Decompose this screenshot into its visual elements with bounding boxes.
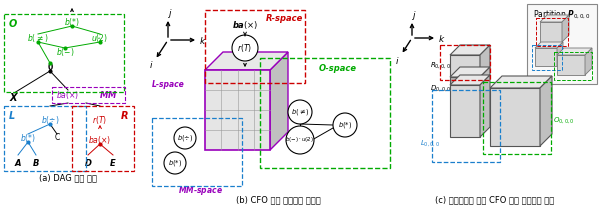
Polygon shape — [450, 45, 490, 55]
Text: C: C — [55, 134, 59, 143]
Text: $\boldsymbol{X}$: $\boldsymbol{X}$ — [9, 91, 19, 103]
Text: $\boldsymbol{E}$: $\boldsymbol{E}$ — [109, 157, 117, 167]
Text: $i$: $i$ — [149, 60, 153, 71]
Text: $u(\hat{}2)$: $u(\hat{}2)$ — [91, 32, 109, 44]
Circle shape — [288, 100, 312, 124]
Text: $\boldsymbol{D}$: $\boldsymbol{D}$ — [84, 157, 92, 167]
Polygon shape — [480, 67, 490, 85]
Text: $r(T)$: $r(T)$ — [238, 42, 253, 54]
Text: $k$: $k$ — [199, 34, 207, 46]
Text: $b(*)$: $b(*)$ — [64, 16, 80, 28]
Bar — [532, 45, 562, 70]
Circle shape — [174, 127, 196, 149]
Polygon shape — [450, 75, 490, 85]
Bar — [260, 58, 390, 168]
Polygon shape — [557, 42, 563, 66]
Polygon shape — [480, 75, 490, 137]
Polygon shape — [557, 48, 592, 55]
Text: $R_{0,0,0}$: $R_{0,0,0}$ — [430, 60, 451, 70]
Text: $\boldsymbol{MM}$: $\boldsymbol{MM}$ — [99, 89, 117, 100]
Text: $\boldsymbol{ba}(\times)$: $\boldsymbol{ba}(\times)$ — [232, 19, 258, 31]
Bar — [432, 90, 500, 162]
Polygon shape — [540, 15, 569, 22]
Text: (b) CFO 융합 연산자의 시각화: (b) CFO 융합 연산자의 시각화 — [236, 195, 320, 204]
Text: $r(T)$: $r(T)$ — [92, 114, 107, 126]
Polygon shape — [535, 42, 563, 48]
Circle shape — [286, 126, 314, 154]
Text: $b(*)$: $b(*)$ — [20, 132, 36, 144]
Text: L-space: L-space — [152, 80, 185, 89]
Text: $j$: $j$ — [167, 6, 173, 20]
Bar — [72, 106, 134, 171]
Circle shape — [232, 35, 258, 61]
Bar — [536, 18, 568, 46]
Text: $L_{0,0,0}$: $L_{0,0,0}$ — [420, 138, 440, 148]
Bar — [205, 70, 270, 150]
Text: Partition $\boldsymbol{P}_{0,0,0}$: Partition $\boldsymbol{P}_{0,0,0}$ — [533, 9, 591, 21]
Polygon shape — [562, 15, 569, 42]
Bar — [540, 22, 562, 42]
Text: $b(\neq)$: $b(\neq)$ — [290, 107, 310, 117]
Text: $\mathbf{0}$: $\mathbf{0}$ — [47, 61, 53, 72]
Text: $b(*)$: $b(*)$ — [338, 120, 352, 130]
Polygon shape — [480, 45, 490, 77]
Polygon shape — [585, 48, 592, 75]
Text: $b(\div)$: $b(\div)$ — [177, 133, 193, 143]
Text: R: R — [121, 111, 128, 121]
Text: $k$: $k$ — [438, 32, 446, 43]
Bar — [4, 106, 86, 171]
Polygon shape — [540, 76, 552, 146]
Polygon shape — [205, 52, 288, 70]
Polygon shape — [270, 52, 288, 150]
Bar — [450, 55, 480, 77]
Bar — [152, 118, 242, 186]
Text: $O_{0,0,0}$: $O_{0,0,0}$ — [553, 115, 575, 125]
Bar — [205, 10, 305, 83]
Polygon shape — [490, 76, 552, 88]
Bar — [450, 77, 480, 85]
Bar — [440, 45, 490, 80]
Text: (a) DAG 질의 계획: (a) DAG 질의 계획 — [39, 174, 97, 183]
Bar — [490, 88, 540, 146]
Text: $b(-)$: $b(-)$ — [56, 46, 74, 58]
Text: $\boldsymbol{A}$: $\boldsymbol{A}$ — [14, 157, 22, 167]
Text: $b(-)\cdot u(\hat{}2)$: $b(-)\cdot u(\hat{}2)$ — [286, 135, 314, 144]
Text: $b(\div)$: $b(\div)$ — [41, 114, 59, 126]
Text: (c) 분산처리를 위한 CFO 융합 연산자의 분할: (c) 분산처리를 위한 CFO 융합 연산자의 분할 — [436, 195, 554, 204]
Text: $ba(\times)$: $ba(\times)$ — [56, 89, 80, 101]
Text: $\boldsymbol{MM}$-space: $\boldsymbol{MM}$-space — [178, 184, 223, 197]
Text: $b(*)$: $b(*)$ — [168, 158, 182, 168]
Bar — [535, 48, 557, 66]
Polygon shape — [450, 67, 490, 77]
Bar — [483, 82, 551, 154]
Text: $j$: $j$ — [411, 9, 417, 22]
Circle shape — [164, 152, 186, 174]
Bar — [450, 85, 480, 137]
Text: L: L — [9, 111, 15, 121]
Circle shape — [333, 113, 357, 137]
Text: $ba(\times)$: $ba(\times)$ — [88, 134, 112, 146]
Text: O-space: O-space — [319, 64, 357, 73]
Text: O: O — [9, 19, 17, 29]
Text: R-space: R-space — [266, 14, 303, 23]
Text: $D_{0,0,0}$: $D_{0,0,0}$ — [430, 83, 451, 93]
Text: $b(\neq)$: $b(\neq)$ — [27, 32, 49, 44]
Text: $\boldsymbol{B}$: $\boldsymbol{B}$ — [32, 157, 40, 167]
Bar — [557, 55, 585, 75]
Bar — [4, 14, 124, 92]
Bar — [527, 4, 597, 84]
Text: $i$: $i$ — [395, 54, 399, 66]
Bar — [554, 52, 592, 80]
Bar — [52, 87, 125, 103]
